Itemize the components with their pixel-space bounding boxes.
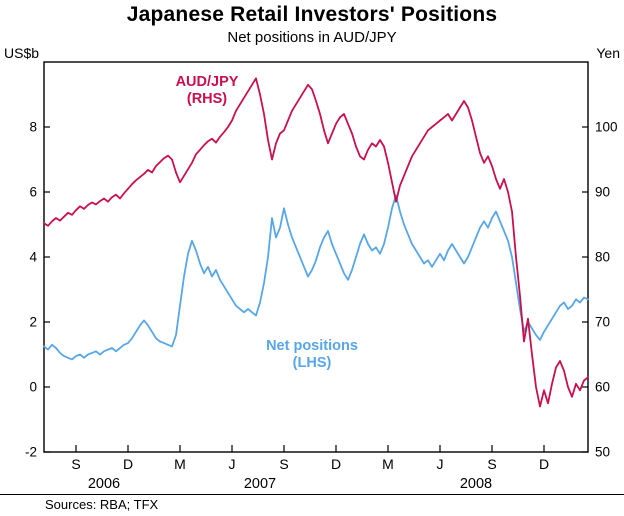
right-axis-tick-label: 70 [595, 315, 610, 330]
aud-jpy-line [43, 77, 589, 408]
x-axis-month-label: M [382, 456, 394, 472]
x-axis-month-label: S [487, 456, 496, 472]
plot-frame [43, 61, 589, 453]
left-axis-tick-label: 8 [29, 120, 37, 135]
x-axis-month-label: M [174, 456, 186, 472]
net-positions-series-label-name: Net positions [266, 338, 358, 354]
x-axis-year-label: 2006 [88, 476, 120, 492]
left-axis-tick-label: 2 [29, 315, 37, 330]
aud-jpy-series-label-name: AUD/JPY [175, 74, 239, 90]
net-positions-series-label-axis: (LHS) [292, 355, 332, 372]
x-axis-year-label: 2007 [244, 476, 276, 492]
x-axis-month-label: D [123, 456, 133, 472]
x-axis-month-label: S [71, 456, 80, 472]
right-axis-tick-label: 100 [595, 120, 618, 135]
left-axis-tick-label: 0 [29, 380, 37, 395]
net-positions-line [43, 194, 589, 361]
x-axis-month-label: D [331, 456, 341, 472]
right-axis-tick-label: 80 [595, 250, 610, 265]
right-axis-tick-label: 60 [595, 380, 610, 395]
aud-jpy-series-label: AUD/JPY (RHS) [132, 74, 282, 109]
right-axis-tick-label: 90 [595, 185, 610, 200]
aud-jpy-series-label-axis: (RHS) [186, 91, 228, 108]
footer-rule [0, 494, 624, 495]
x-axis-month-label: S [279, 456, 288, 472]
left-axis-tick-label: 4 [29, 250, 37, 265]
left-axis-tick-label: -2 [25, 445, 37, 460]
x-axis-year-label: 2008 [460, 476, 492, 492]
chart-title: Japanese Retail Investors' Positions [126, 3, 498, 26]
left-axis-tick-label: 6 [29, 185, 37, 200]
x-axis-month-label: D [539, 456, 549, 472]
net-positions-series-label: Net positions (LHS) [237, 338, 387, 373]
left-axis-unit-label: US$b [4, 45, 40, 61]
x-axis-month-label: J [437, 456, 444, 472]
chart-subtitle: Net positions in AUD/JPY [227, 29, 397, 46]
right-axis-unit-label: Yen [596, 45, 620, 61]
source-note: Sources: RBA; TFX [45, 497, 159, 512]
x-axis-month-label: J [229, 456, 236, 472]
right-axis-tick-label: 50 [595, 445, 610, 460]
